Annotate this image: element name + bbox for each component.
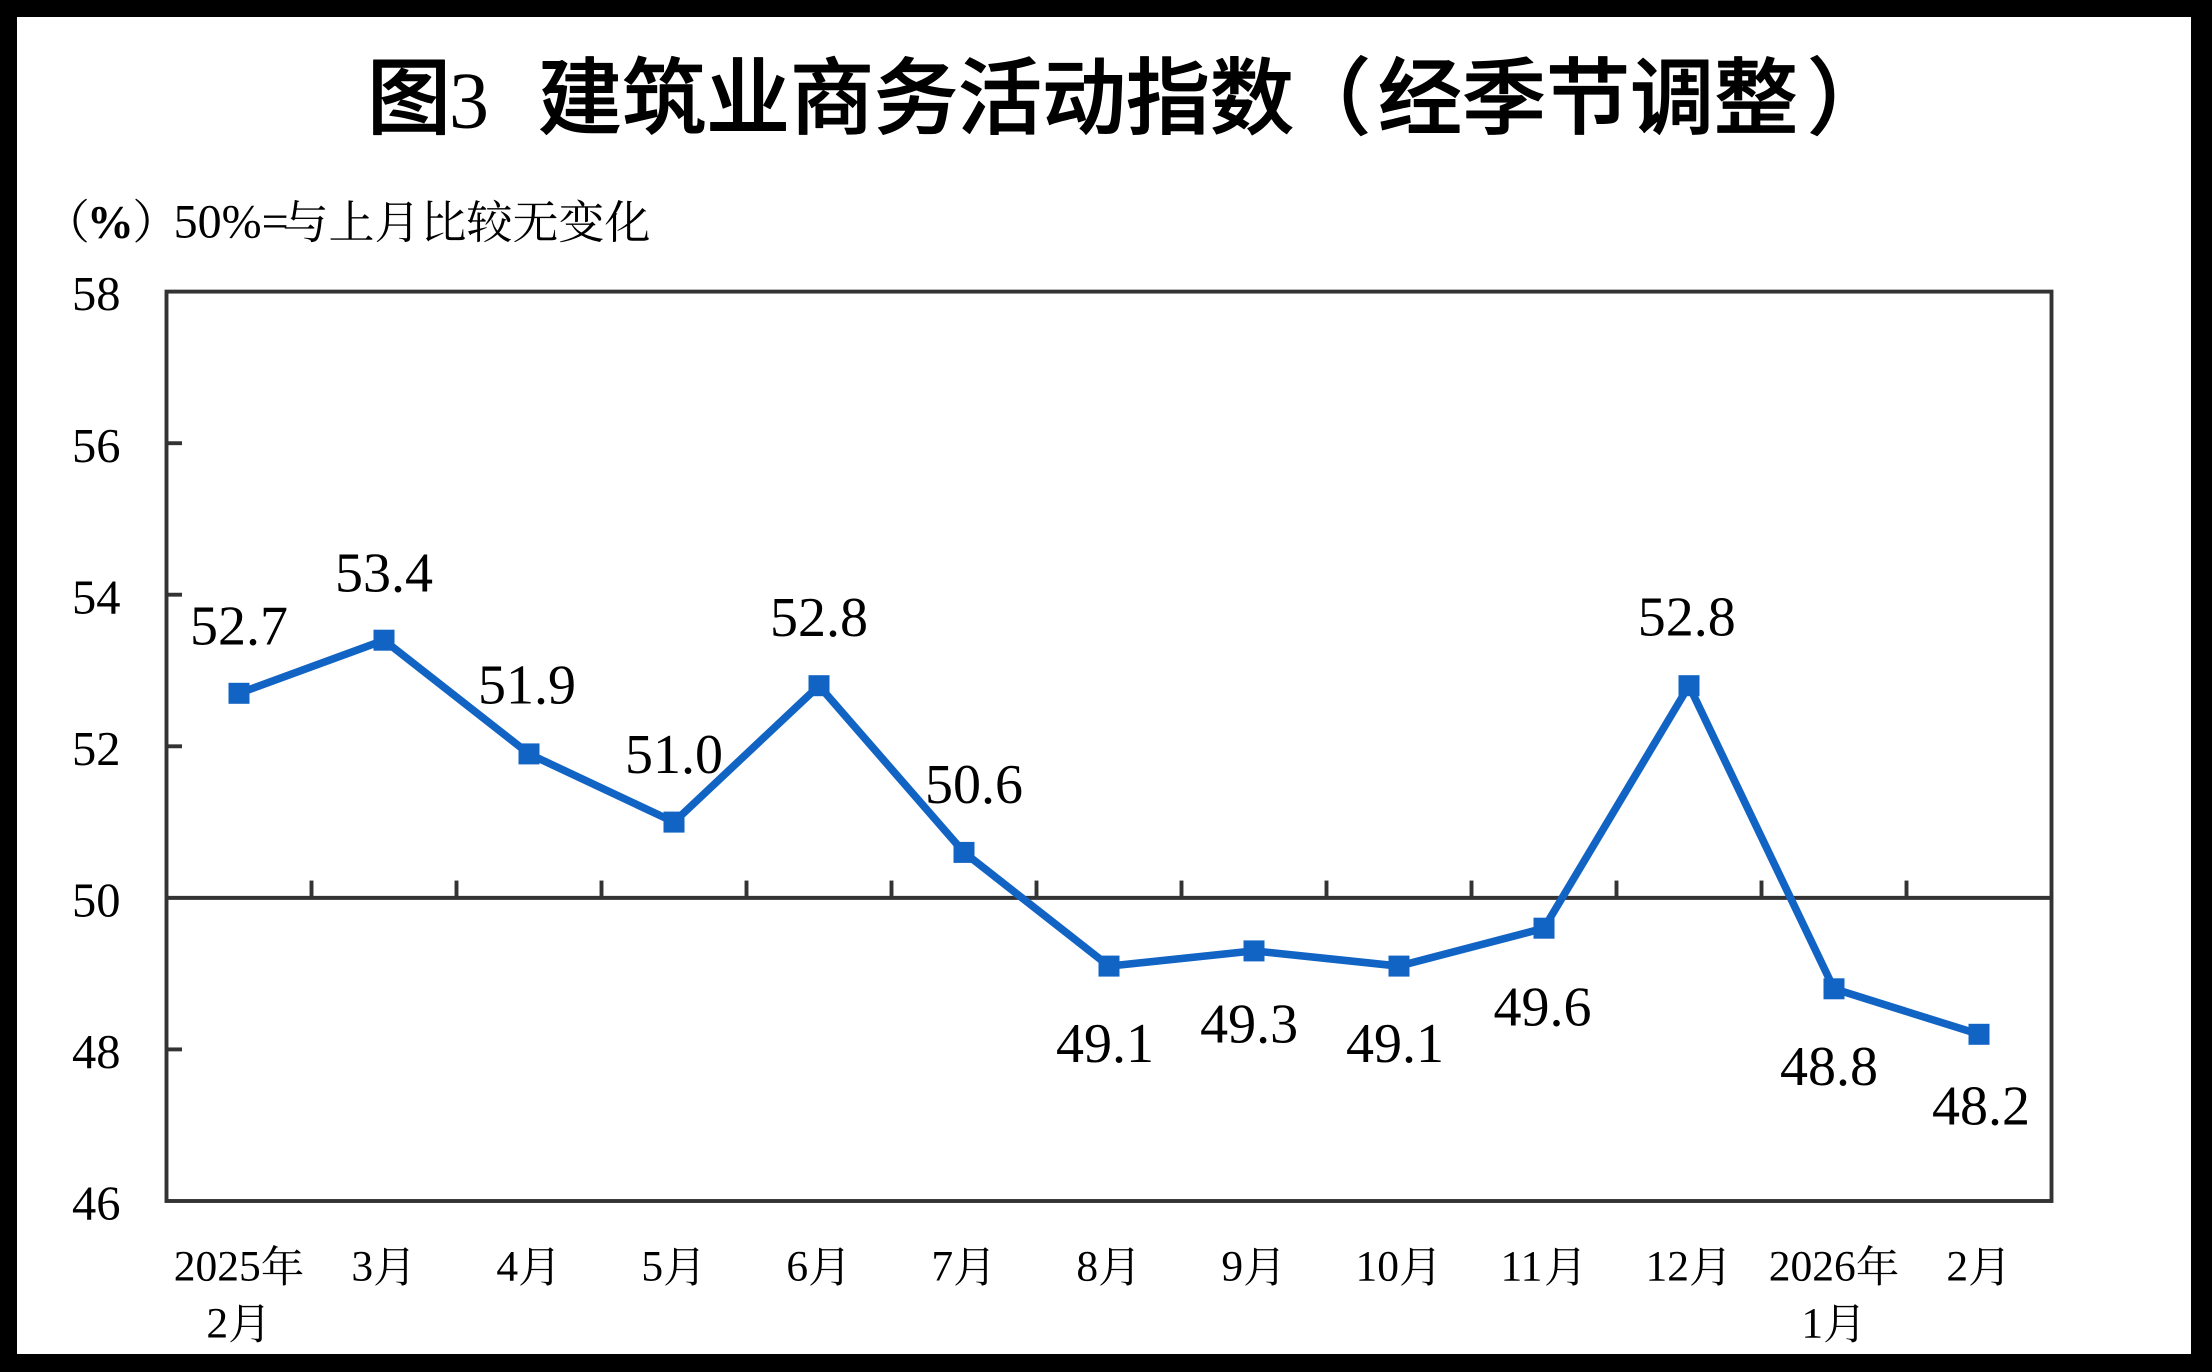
svg-text:46: 46 [72, 1178, 121, 1231]
svg-text:4: 4 [496, 1243, 518, 1291]
svg-text:54: 54 [72, 571, 121, 624]
svg-text:50.6: 50.6 [925, 754, 1023, 816]
svg-text:50%=: 50%= [174, 196, 289, 249]
svg-text:49.3: 49.3 [1200, 993, 1298, 1055]
svg-text:53.4: 53.4 [335, 543, 433, 605]
svg-text:52.8: 52.8 [770, 587, 868, 649]
svg-text:48.2: 48.2 [1932, 1076, 2030, 1138]
svg-text:2026: 2026 [1769, 1243, 1856, 1291]
svg-text:49.6: 49.6 [1494, 977, 1592, 1039]
svg-text:50: 50 [72, 875, 121, 928]
svg-text:2025: 2025 [174, 1243, 261, 1291]
svg-text:52.8: 52.8 [1638, 587, 1736, 649]
svg-text:10: 10 [1356, 1243, 1400, 1291]
svg-text:8: 8 [1076, 1243, 1098, 1291]
svg-text:56: 56 [72, 420, 121, 473]
svg-text:5: 5 [641, 1243, 663, 1291]
svg-text:51.0: 51.0 [625, 724, 723, 786]
svg-text:58: 58 [72, 268, 121, 321]
svg-text:48: 48 [72, 1026, 121, 1079]
svg-text:12: 12 [1646, 1243, 1690, 1291]
svg-text:2: 2 [206, 1300, 228, 1348]
svg-text:11: 11 [1501, 1243, 1543, 1291]
svg-text:6: 6 [786, 1243, 808, 1291]
svg-text:2: 2 [1946, 1243, 1968, 1291]
svg-text:52: 52 [72, 723, 121, 776]
svg-text:3: 3 [351, 1243, 373, 1291]
svg-text:52.7: 52.7 [190, 596, 288, 658]
svg-text:%: % [87, 197, 134, 249]
svg-text:9: 9 [1221, 1243, 1243, 1291]
svg-text:48.8: 48.8 [1780, 1036, 1878, 1098]
svg-text:3: 3 [449, 58, 489, 146]
svg-text:49.1: 49.1 [1056, 1013, 1154, 1075]
svg-text:49.1: 49.1 [1346, 1013, 1444, 1075]
svg-text:1: 1 [1801, 1300, 1823, 1348]
svg-text:7: 7 [931, 1243, 953, 1291]
svg-text:51.9: 51.9 [478, 655, 576, 717]
